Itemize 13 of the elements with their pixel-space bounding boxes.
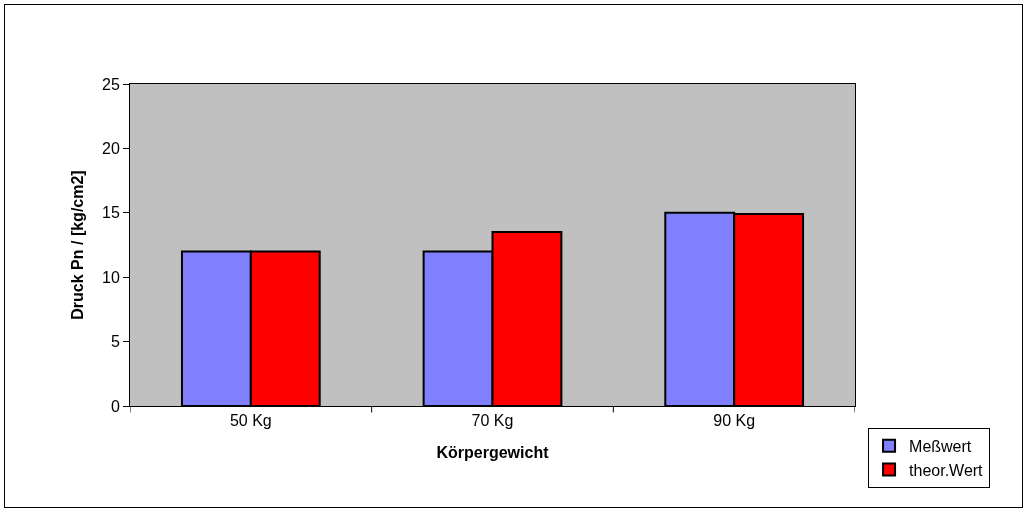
x-tick-label: 50 Kg [229,412,272,430]
y-tick-label: 0 [110,397,120,415]
y-tick-label: 15 [102,204,120,222]
x-axis-title: Körpergewicht [436,443,550,461]
y-tick-label: 5 [110,333,120,351]
legend-label: Meßwert [909,438,972,456]
x-tick-label: 70 Kg [471,412,514,430]
y-tick-label: 25 [102,75,120,93]
y-tick-label: 10 [102,268,120,286]
y-tick-label: 20 [102,140,120,157]
y-axis-title: Druck Pn / [kg/cm2] [68,170,86,320]
x-tick-label: 90 Kg [713,412,756,430]
legend-label: theor.Wert [909,461,984,479]
